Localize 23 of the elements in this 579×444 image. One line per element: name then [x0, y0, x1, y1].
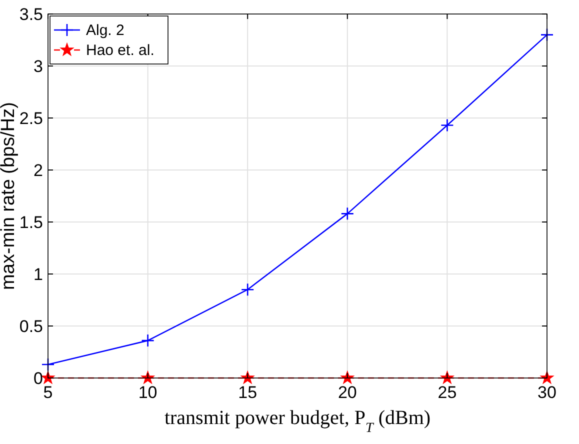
y-tick-label: 0.5	[19, 317, 43, 336]
x-tick-label: 15	[238, 383, 258, 402]
x-tick-label: 25	[438, 383, 457, 402]
y-tick-label: 1.5	[19, 213, 43, 232]
y-tick-label: 3	[34, 57, 43, 76]
point	[240, 282, 254, 296]
y-tick-label: 0	[34, 369, 43, 388]
legend-label: Hao et. al.	[86, 42, 154, 59]
x-tick-label: 5	[43, 383, 53, 402]
x-tick-label: 10	[138, 383, 158, 402]
x-tick-label: 30	[538, 383, 556, 402]
x-tick-label: 20	[338, 383, 357, 402]
y-tick-label: 2	[34, 161, 43, 180]
point	[540, 371, 554, 384]
x-axis-title: transmit power budget, P$_{T}$ (dBm)	[164, 407, 431, 436]
y-tick-label: 1	[34, 265, 43, 284]
point	[440, 118, 454, 132]
point	[141, 334, 154, 348]
legend-label: Alg. 2	[86, 22, 124, 39]
y-axis-title: max-min rate (bps/Hz)	[0, 102, 19, 290]
point	[340, 207, 354, 220]
y-tick-label: 3.5	[19, 5, 43, 24]
y-tick-label: 2.5	[19, 109, 43, 128]
